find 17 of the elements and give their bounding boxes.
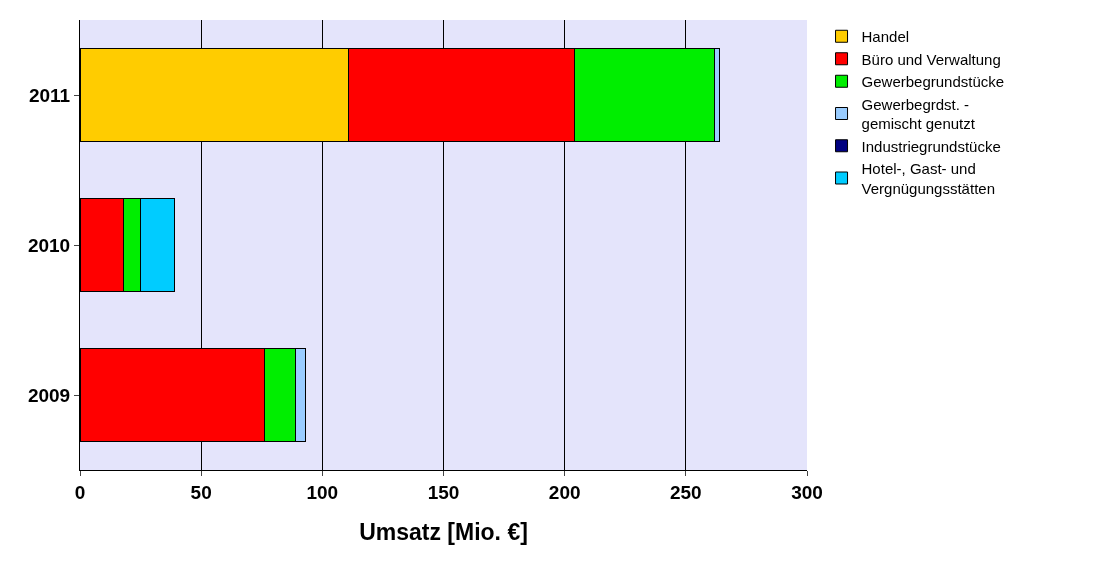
x-tick-label: 200 bbox=[548, 481, 581, 503]
legend-label: Gewerbegrundstücke bbox=[861, 73, 1005, 91]
x-tick-label: 0 bbox=[74, 481, 86, 503]
legend-label: Hotel-, Gast- und Vergnügungsstätten bbox=[861, 160, 995, 197]
y-tick-label: 2011 bbox=[28, 84, 71, 106]
y-tick-label: 2010 bbox=[27, 234, 71, 256]
x-tick-label: 300 bbox=[791, 481, 823, 503]
y-tick-label: 2009 bbox=[27, 384, 71, 406]
legend-label: Büro und Verwaltung bbox=[861, 50, 1001, 68]
x-axis-title: Umsatz [Mio. €] bbox=[359, 519, 528, 546]
legend-label: Gewerbegrdst. - gemischt genutzt bbox=[861, 95, 976, 133]
x-tick-label: 100 bbox=[306, 481, 339, 503]
x-tick-label: 250 bbox=[669, 481, 702, 503]
legend-label: Industriegrundstücke bbox=[861, 137, 1001, 155]
legend-label: Handel bbox=[861, 28, 910, 46]
x-tick-label: 150 bbox=[427, 481, 460, 503]
x-tick-label: 50 bbox=[190, 481, 212, 503]
